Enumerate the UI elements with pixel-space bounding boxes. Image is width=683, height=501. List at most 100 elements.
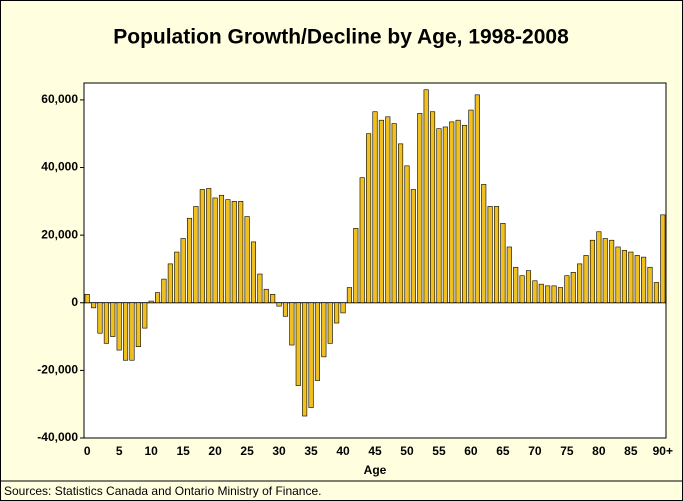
bar	[206, 188, 212, 304]
x-tick-label: 25	[240, 444, 254, 458]
bar	[353, 228, 359, 304]
x-tick-label: 75	[560, 444, 574, 458]
bar	[110, 302, 116, 337]
bar	[308, 302, 314, 408]
bar	[186, 217, 193, 304]
bar	[97, 302, 103, 334]
bar	[564, 275, 570, 304]
bar	[321, 302, 327, 358]
bar	[155, 292, 161, 304]
bar	[103, 302, 109, 344]
bar	[641, 256, 647, 304]
y-tick-label: 20,000	[41, 227, 78, 241]
x-tick-label: 70	[528, 444, 542, 458]
bar	[577, 263, 583, 304]
bar	[602, 238, 608, 304]
bar	[621, 250, 627, 304]
x-tick-label: 55	[432, 444, 446, 458]
bar	[506, 246, 512, 304]
bar	[225, 199, 231, 304]
bar	[570, 272, 576, 304]
bar	[519, 275, 525, 304]
bar	[135, 302, 141, 348]
bar	[660, 214, 666, 304]
bar	[193, 206, 199, 304]
x-tick-label: 50	[400, 444, 414, 458]
bar	[327, 302, 333, 344]
x-tick-label: 85	[624, 444, 638, 458]
bar	[238, 201, 244, 304]
y-tick-label: 40,000	[41, 160, 78, 174]
bar	[493, 206, 500, 304]
y-tick-label: -20,000	[37, 363, 78, 377]
bar	[199, 189, 205, 304]
bar	[123, 302, 129, 361]
bar	[583, 255, 589, 304]
bar	[174, 251, 180, 304]
bar	[532, 280, 538, 304]
bar	[385, 116, 391, 304]
x-tick-label: 35	[304, 444, 318, 458]
bar	[314, 302, 320, 381]
chart-title: Population Growth/Decline by Age, 1998-2…	[113, 26, 569, 49]
source-note: Sources: Statistics Canada and Ontario M…	[4, 484, 321, 498]
bar	[161, 278, 167, 304]
bar	[359, 177, 365, 304]
bar	[372, 111, 378, 304]
bar	[180, 238, 186, 304]
bar	[545, 285, 551, 304]
bar	[244, 216, 250, 304]
bar	[142, 302, 148, 329]
bar	[263, 288, 269, 304]
bar	[212, 197, 218, 304]
x-tick-label: 45	[368, 444, 382, 458]
bar	[257, 273, 263, 304]
bar	[116, 302, 122, 351]
bar	[461, 124, 468, 304]
bar	[609, 239, 615, 304]
bar	[231, 201, 237, 304]
y-tick-label: 0	[71, 295, 78, 309]
bar	[596, 231, 602, 304]
x-tick-label: 10	[144, 444, 158, 458]
y-tick-label: -40,000	[37, 430, 78, 444]
bar	[436, 128, 442, 304]
bar	[500, 223, 506, 304]
bar	[276, 302, 282, 307]
bar	[455, 119, 461, 304]
bar	[302, 302, 308, 417]
bar	[481, 184, 487, 304]
bar	[647, 266, 653, 304]
x-tick-label: 40	[336, 444, 350, 458]
bar	[250, 241, 257, 304]
x-tick-label: 65	[496, 444, 510, 458]
x-tick-label: 15	[176, 444, 190, 458]
bar	[218, 194, 225, 304]
x-tick-label: 80	[592, 444, 606, 458]
bar	[289, 302, 295, 346]
bar	[404, 165, 410, 304]
bar	[589, 239, 595, 304]
bar	[557, 287, 564, 304]
bar	[628, 251, 634, 304]
bar	[525, 270, 532, 304]
bar	[366, 133, 372, 304]
y-tick-label: 60,000	[41, 92, 78, 106]
x-axis-label: Age	[364, 463, 387, 477]
bar	[148, 300, 154, 304]
bar	[551, 285, 557, 304]
bar	[410, 189, 416, 304]
bar	[295, 302, 301, 386]
bar	[378, 119, 384, 304]
x-tick-label: 5	[116, 444, 123, 458]
x-tick-label: 20	[208, 444, 222, 458]
bar	[430, 111, 436, 304]
bar	[282, 302, 289, 317]
bar	[91, 302, 97, 309]
bar	[538, 283, 544, 304]
bar	[487, 206, 493, 304]
bar	[340, 302, 346, 314]
bar	[334, 302, 340, 324]
bar	[423, 89, 429, 304]
